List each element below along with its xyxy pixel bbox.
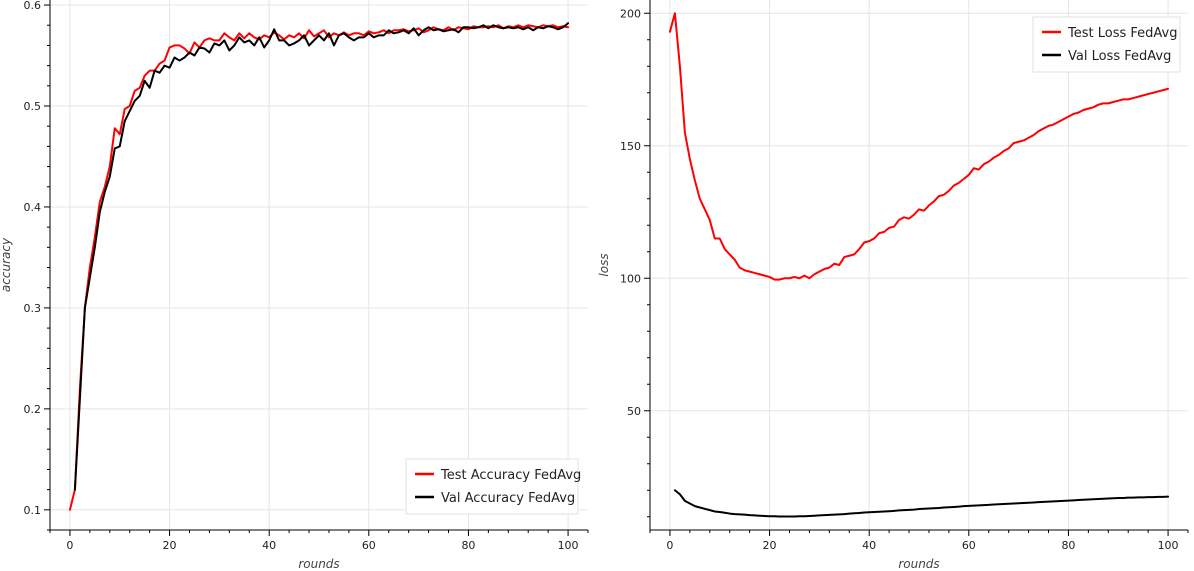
y-tick-label: 0.2 [24, 403, 42, 416]
y-axis-label: accuracy [0, 237, 13, 292]
x-tick-label: 0 [666, 539, 673, 552]
y-tick-label: 0.1 [24, 504, 42, 517]
x-tick-label: 0 [66, 539, 73, 552]
x-tick-label: 100 [1158, 539, 1179, 552]
legend-box [1032, 16, 1181, 73]
x-tick-label: 80 [461, 539, 475, 552]
x-tick-label: 40 [262, 539, 276, 552]
x-tick-label: 20 [163, 539, 177, 552]
x-tick-label: 60 [362, 539, 376, 552]
y-tick-label: 0.6 [24, 0, 42, 12]
x-axis-label: rounds [298, 557, 339, 571]
x-tick-label: 60 [962, 539, 976, 552]
legend-label: Test Accuracy FedAvg [440, 468, 581, 483]
y-tick-label: 100 [620, 272, 641, 285]
legend-label: Val Loss FedAvg [1068, 49, 1171, 64]
y-tick-label: 50 [627, 405, 641, 418]
x-tick-label: 80 [1061, 539, 1075, 552]
legend-label: Val Accuracy FedAvg [441, 491, 575, 506]
legend-label: Test Loss FedAvg [1067, 26, 1177, 41]
x-tick-label: 40 [862, 539, 876, 552]
series-line-test-loss-fedavg [668, 12, 1170, 281]
series-line-val-loss-fedavg [673, 489, 1170, 518]
y-tick-label: 0.3 [24, 302, 42, 315]
chart-panel-2: 0 20 40 60 80 100 50 100 150 200 rounds loss Test Lo… [597, 0, 1189, 571]
x-tick-label: 100 [558, 539, 579, 552]
y-tick-label: 150 [620, 140, 641, 153]
y-tick-label: 0.4 [24, 201, 42, 214]
series-line-test-accuracy-fedavg [68, 24, 570, 511]
legend-box [405, 458, 579, 515]
x-tick-label: 20 [763, 539, 777, 552]
legend: Test Accuracy FedAvg Val Accuracy FedAvg [405, 458, 581, 515]
series-line-val-accuracy-fedavg [73, 22, 570, 491]
y-tick-label: 200 [620, 7, 641, 20]
y-axis-label: loss [597, 253, 611, 276]
x-axis-label: rounds [898, 557, 939, 571]
y-tick-label: 0.5 [24, 100, 42, 113]
chart-panel-1: 0 20 40 60 80 100 0.1 0.2 0.3 0.4 0.5 0.6 rounds accu… [0, 0, 589, 571]
legend: Test Loss FedAvg Val Loss FedAvg [1032, 16, 1181, 73]
